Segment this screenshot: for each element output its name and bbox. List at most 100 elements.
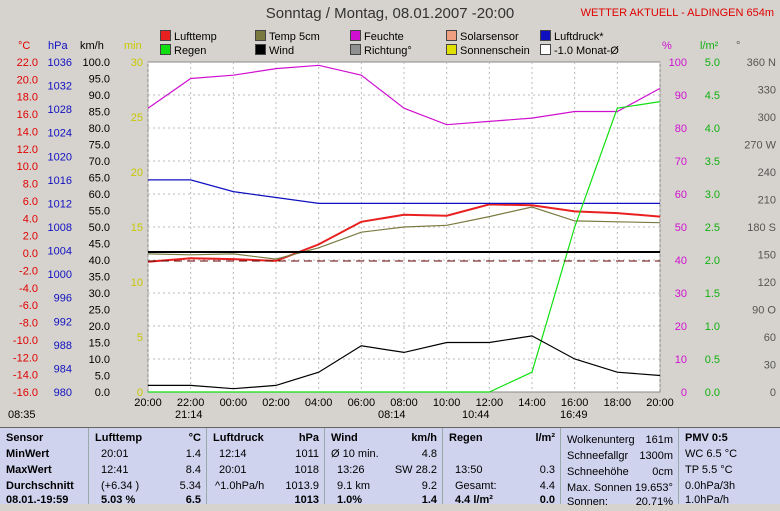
luftdruck-current-value: 1013 — [294, 494, 319, 506]
sonnen-value: 20.71% — [635, 496, 673, 508]
sonnen-label: Sonnen: — [567, 496, 608, 508]
tick-kmh: 60.0 — [89, 189, 110, 201]
legend-temp5cm: Temp 5cm — [255, 30, 320, 43]
tick-degree: 0 — [770, 387, 776, 399]
tick-hpa: 1008 — [48, 222, 72, 234]
schneefall-value: 1300m — [639, 450, 673, 462]
tick-celsius: -8.0 — [19, 318, 38, 330]
series-temp-5cm — [147, 206, 661, 260]
wind-avg-value: 4.8 — [421, 448, 437, 460]
tick-percent: 20 — [675, 321, 687, 333]
tick-degree: 90 O — [752, 305, 776, 317]
wolken-label: Wolkenunterg — [567, 434, 635, 446]
unit-kmh: km/h — [80, 40, 104, 52]
x-tick-label: 14:00 — [518, 397, 546, 409]
lufttemp-max-time: 12:41 — [101, 464, 129, 476]
col-luftdruck: Luftdruck hPa 12:14 1011 20:01 1018 ^1.0hPa… — [206, 428, 325, 506]
pmv-windchill: WC 6.5 °C — [685, 448, 738, 460]
tick-percent: 80 — [675, 123, 687, 135]
lufttemp-avg-note: (+6.34 ) — [101, 480, 140, 492]
tick-hpa: 1004 — [48, 246, 72, 258]
tick-min: 5 — [137, 332, 143, 344]
tick-lm2: 4.0 — [705, 123, 720, 135]
marker-label: 08:35 — [8, 409, 36, 421]
x-tick-label: 18:00 — [604, 397, 632, 409]
tick-hpa: 1036 — [48, 57, 72, 69]
tick-kmh: 15.0 — [89, 338, 110, 350]
series-wind — [148, 335, 661, 390]
legend-richtung: Richtung° — [350, 44, 412, 57]
tick-celsius: 2.0 — [23, 231, 38, 243]
x-tick-label: 04:00 — [305, 397, 333, 409]
tick-degree: 60 — [764, 332, 776, 344]
tick-celsius: 18.0 — [17, 92, 38, 104]
tick-hpa: 992 — [54, 316, 72, 328]
page-title: Sonntag / Montag, 08.01.2007 -20:00 — [265, 5, 515, 22]
sensor-row-current: 08.01.-19:59 — [6, 494, 69, 506]
legend-lufttemp: Lufttemp — [160, 30, 217, 43]
tick-min: 20 — [131, 167, 143, 179]
x-tick-label: 10:00 — [433, 397, 461, 409]
marker-label: 21:14 — [175, 409, 203, 421]
tick-celsius: 10.0 — [17, 161, 38, 173]
tick-kmh: 45.0 — [89, 239, 110, 251]
tick-celsius: -2.0 — [19, 265, 38, 277]
tick-celsius: -16.0 — [13, 387, 38, 399]
schneehoehe-value: 0cm — [652, 466, 673, 478]
tick-hpa: 980 — [54, 387, 72, 399]
luftdruck-max-time: 20:01 — [219, 464, 247, 476]
tick-min: 15 — [131, 222, 143, 234]
x-tick-label: 16:00 — [561, 397, 589, 409]
tick-kmh: 75.0 — [89, 140, 110, 152]
tick-kmh: 65.0 — [89, 173, 110, 185]
tick-hpa: 1020 — [48, 151, 72, 163]
x-tick-label: 02:00 — [262, 397, 290, 409]
lufttemp-current-value: 6.5 — [185, 494, 201, 506]
tick-kmh: 100.0 — [82, 57, 110, 69]
tick-percent: 40 — [675, 255, 687, 267]
legend-sonnenschein: Sonnenschein — [446, 44, 530, 57]
tick-kmh: 20.0 — [89, 321, 110, 333]
wind-unit: km/h — [411, 432, 437, 444]
unit-hpa: hPa — [48, 40, 68, 52]
col-regen: Regen l/m² 13:50 0.3 Gesamt: 4.4 4.4 l/m² 0.… — [442, 428, 561, 506]
tick-lm2: 0.5 — [705, 354, 720, 366]
tick-celsius: -10.0 — [13, 335, 38, 347]
tick-kmh: 5.0 — [95, 371, 110, 383]
series-regen — [148, 101, 661, 393]
tick-kmh: 90.0 — [89, 90, 110, 102]
col-lufttemp: Lufttemp °C 20:01 1.4 12:41 8.4 (+6.34 ) 5.3… — [88, 428, 207, 506]
legend-feuchte: Feuchte — [350, 30, 404, 43]
wind-current-value: 1.4 — [421, 494, 437, 506]
tick-min: 10 — [131, 277, 143, 289]
tick-lm2: 2.5 — [705, 222, 720, 234]
series-lufttemp — [147, 203, 661, 263]
tick-degree: 270 W — [744, 140, 776, 152]
tick-kmh: 85.0 — [89, 107, 110, 119]
luftdruck-trend: ^1.0hPa/h — [215, 480, 265, 492]
tick-degree: 120 — [758, 277, 776, 289]
unit-min: min — [124, 40, 142, 52]
tick-degree: 210 — [758, 195, 776, 207]
tick-celsius: -4.0 — [19, 283, 38, 295]
tick-celsius: 20.0 — [17, 74, 38, 86]
tick-degree: 240 — [758, 167, 776, 179]
regen-max-time: 13:50 — [455, 464, 483, 476]
tick-percent: 60 — [675, 189, 687, 201]
tick-celsius: -14.0 — [13, 370, 38, 382]
lufttemp-max-value: 8.4 — [185, 464, 201, 476]
tick-lm2: 2.0 — [705, 255, 720, 267]
regen-max-value: 0.3 — [539, 464, 555, 476]
tick-kmh: 95.0 — [89, 74, 110, 86]
tick-min: 30 — [131, 57, 143, 69]
tick-lm2: 1.5 — [705, 288, 720, 300]
tick-lm2: 3.5 — [705, 156, 720, 168]
pmv-header: PMV 0:5 — [685, 432, 728, 444]
lufttemp-avg-value: 5.34 — [179, 480, 201, 492]
legend-luftdruck: Luftdruck* — [540, 30, 604, 43]
luftdruck-min-value: 1011 — [295, 448, 319, 460]
tick-hpa: 984 — [54, 363, 72, 375]
sensor-header: Sensor — [6, 432, 44, 444]
unit-degree: ° — [736, 40, 741, 52]
